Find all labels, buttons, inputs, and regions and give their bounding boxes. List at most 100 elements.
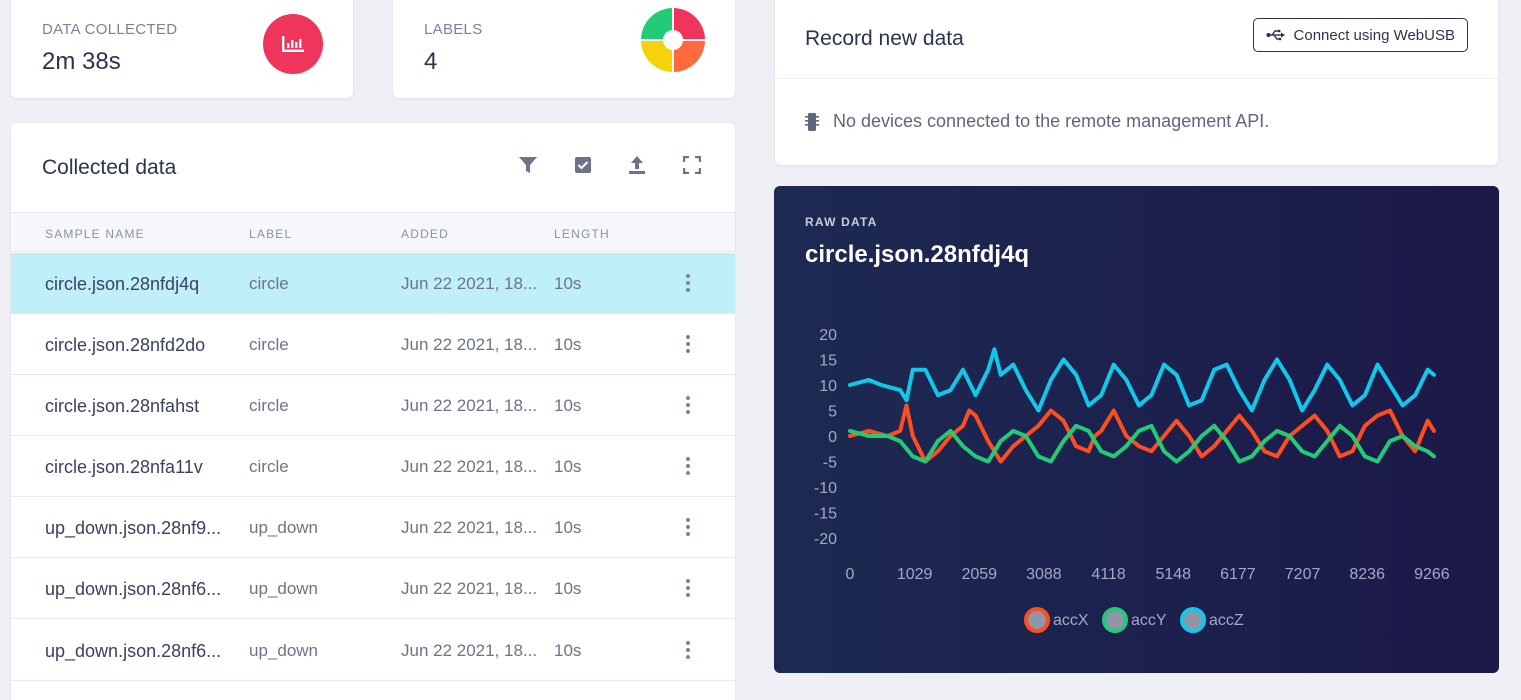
sample-added: Jun 22 2021, 18... [401,457,538,476]
sample-added: Jun 22 2021, 18... [401,579,538,598]
column-header-length[interactable]: LENGTH [554,227,610,241]
x-tick-label: 1029 [897,566,933,583]
sample-length: 10s [554,579,582,598]
y-tick-label: -10 [814,480,837,497]
chip-icon [805,112,819,131]
data-collected-label: DATA COLLECTED [42,21,178,38]
table-row[interactable]: circle.json.28nfdj4q circle Jun 22 2021,… [11,253,735,314]
row-menu-icon[interactable] [682,394,694,416]
sample-name: circle.json.28nfdj4q [45,274,200,294]
y-tick-label: 15 [819,353,837,370]
row-menu-icon[interactable] [682,577,694,599]
collected-data-card: Collected data SAMPLE NAME LABEL ADDED L… [11,123,735,700]
sample-label: circle [249,274,289,293]
table-row[interactable]: up_down.json.28nf9... up_down Jun 22 202… [11,497,735,558]
legend-label-accX: accX [1053,612,1089,629]
sample-name: up_down.json.28nf6... [45,579,222,599]
table-row[interactable]: circle.json.28nfa11v circle Jun 22 2021,… [11,436,735,497]
sample-label: up_down [249,641,319,660]
sample-label: up_down [249,518,319,537]
series-line-accZ [848,347,1436,413]
x-tick-label: 0 [846,566,855,583]
no-devices-text: No devices connected to the remote manag… [833,111,1270,131]
labels-label: LABELS [424,21,483,38]
x-tick-label: 6177 [1220,566,1256,583]
select-checkbox-icon[interactable] [571,153,595,177]
sample-added: Jun 22 2021, 18... [401,396,538,415]
row-menu-icon[interactable] [682,639,694,661]
column-header-added[interactable]: ADDED [401,227,450,241]
data-collected-card: DATA COLLECTED 2m 38s [11,0,353,98]
raw-data-kicker: RAW DATA [805,215,878,229]
table-header: SAMPLE NAME LABEL ADDED LENGTH [11,212,735,252]
data-collected-value: 2m 38s [42,48,121,75]
y-tick-label: -15 [814,506,837,523]
row-menu-icon[interactable] [682,516,694,538]
series-line-accY [848,423,1436,464]
column-header-label[interactable]: LABEL [249,227,293,241]
sample-length: 10s [554,641,582,660]
y-tick-label: -20 [814,531,837,548]
table-row[interactable]: up_down.json.28nf6... up_down Jun 22 202… [11,620,735,681]
labels-pie-icon [641,8,705,72]
fullscreen-icon[interactable] [680,153,704,177]
labels-value: 4 [424,48,438,75]
upload-icon[interactable] [625,153,649,177]
sample-added: Jun 22 2021, 18... [401,274,538,293]
divider [775,78,1498,79]
y-tick-label: 20 [819,327,837,344]
x-tick-label: 8236 [1349,566,1385,583]
x-tick-label: 7207 [1285,566,1321,583]
connect-webusb-label: Connect using WebUSB [1293,26,1455,44]
x-tick-label: 4118 [1091,566,1126,583]
raw-data-chart: 20 15 10 5 0 -5 -10 -15 -20 0 1029 2059 3088 4118 5148… [814,327,1450,633]
table-row[interactable]: circle.json.28nfahst circle Jun 22 2021,… [11,375,735,436]
sample-added: Jun 22 2021, 18... [401,518,538,537]
usb-icon [1266,29,1285,41]
sample-label: circle [249,457,289,476]
row-menu-icon[interactable] [682,272,694,294]
sample-name: circle.json.28nfa11v [45,457,203,477]
x-tick-label: 5148 [1155,566,1191,583]
sample-name: up_down.json.28nf9... [45,518,222,538]
y-tick-label: 0 [828,429,837,446]
filter-icon[interactable] [516,153,540,177]
sample-name: circle.json.28nfd2do [45,335,206,355]
sample-length: 10s [554,518,582,537]
x-tick-label: 9266 [1414,566,1450,583]
sample-length: 10s [554,396,582,415]
x-tick-label: 2059 [961,566,997,583]
table-row[interactable]: circle.json.28nfd2do circle Jun 22 2021,… [11,314,735,375]
sample-length: 10s [554,457,582,476]
bar-chart-icon [263,14,323,74]
legend-label-accY: accY [1131,612,1167,629]
table-row[interactable]: up_down.json.28nf6... up_down Jun 22 202… [11,558,735,619]
x-tick-label: 3088 [1026,566,1062,583]
connect-webusb-button[interactable]: Connect using WebUSB [1252,18,1468,52]
legend-label-accZ: accZ [1209,612,1244,629]
record-new-data-title: Record new data [805,27,964,50]
labels-card: LABELS 4 [393,0,735,98]
column-header-sample-name[interactable]: SAMPLE NAME [45,227,145,241]
raw-data-title: circle.json.28nfdj4q [805,241,1030,268]
collected-data-title: Collected data [42,156,177,179]
sample-length: 10s [554,335,582,354]
record-new-data-card: Record new data Connect using WebUSB No … [775,0,1498,165]
legend-marker-accY [1102,607,1128,633]
raw-data-panel: RAW DATA circle.json.28nfdj4q 20 15 10 5 0 -5… [774,186,1499,673]
y-tick-label: 10 [819,378,837,395]
y-tick-label: -5 [823,455,837,472]
sample-name: up_down.json.28nf6... [45,641,222,661]
sample-length: 10s [554,274,582,293]
sample-label: circle [249,396,289,415]
row-menu-icon[interactable] [682,455,694,477]
sample-name: circle.json.28nfahst [45,396,200,416]
no-devices-message: No devices connected to the remote manag… [805,111,1269,132]
legend-marker-accZ [1180,607,1206,633]
legend-marker-accX [1024,607,1050,633]
sample-label: up_down [249,579,319,598]
y-tick-label: 5 [828,404,837,421]
sample-label: circle [249,335,289,354]
row-menu-icon[interactable] [682,333,694,355]
sample-added: Jun 22 2021, 18... [401,335,538,354]
